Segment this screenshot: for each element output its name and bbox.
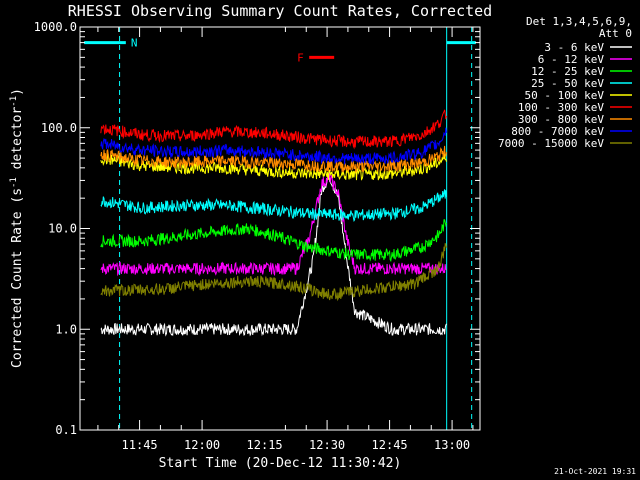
series-line-0 <box>100 172 447 337</box>
series-line-7 <box>100 127 447 165</box>
y-tick-label-4: 1000.0 <box>34 20 77 34</box>
legend-label-6: 300 - 800 keV <box>518 113 604 126</box>
x-tick-label-3: 12:30 <box>309 438 345 452</box>
x-axis-ticks: 11:45 12:00 12:15 12:30 12:45 13:00 <box>97 27 474 452</box>
x-tick-label-4: 12:45 <box>372 438 408 452</box>
x-axis-label: Start Time (20-Dec-12 11:30:42) <box>159 456 402 471</box>
series-line-3 <box>100 189 447 222</box>
legend-label-4: 50 - 100 keV <box>525 89 605 102</box>
legend-label-2: 12 - 25 keV <box>531 65 604 78</box>
x-tick-label-1: 12:00 <box>184 438 220 452</box>
x-tick-label-2: 12:15 <box>247 438 283 452</box>
y-label-part-2: detector <box>10 107 25 178</box>
annotation-bars: NF <box>84 37 476 64</box>
series-line-2 <box>100 219 447 263</box>
y-axis-ticks: 0.1 1.0 10.0 100.0 1000.0 <box>34 20 480 437</box>
legend-label-1: 6 - 12 keV <box>538 53 605 66</box>
plot-frame <box>79 26 481 431</box>
legend-label-3: 25 - 50 keV <box>531 77 604 90</box>
generation-timestamp: 21-Oct-2021 19:31 <box>554 467 636 476</box>
annotation-label-0: N <box>131 37 138 50</box>
time-markers <box>79 27 473 430</box>
x-tick-label-5: 13:00 <box>434 438 470 452</box>
series-line-6 <box>100 145 447 174</box>
series-line-1 <box>100 172 447 277</box>
y-label-sup-2: -1 <box>9 96 19 107</box>
legend-label-5: 100 - 300 keV <box>518 101 604 114</box>
y-tick-label-1: 1.0 <box>55 322 77 336</box>
y-axis-label: Corrected Count Rate (s-1 detector-1) <box>9 88 25 368</box>
y-label-part-3: ) <box>10 88 25 96</box>
legend-label-0: 3 - 6 keV <box>544 41 604 54</box>
series-line-5 <box>100 109 447 150</box>
y-label-sup-1: -1 <box>9 177 19 188</box>
chart-title: RHESSI Observing Summary Count Rates, Co… <box>68 2 492 20</box>
series-line-8 <box>100 242 447 302</box>
y-label-part-1: Corrected Count Rate (s <box>10 188 25 368</box>
y-tick-label-2: 10.0 <box>48 222 77 236</box>
series-lines <box>100 109 447 337</box>
legend-header-attenuator: Att 0 <box>599 27 632 40</box>
legend-label-8: 7000 - 15000 keV <box>498 137 604 150</box>
annotation-label-2: F <box>297 51 304 64</box>
y-tick-label-0: 0.1 <box>55 423 77 437</box>
x-tick-label-0: 11:45 <box>122 438 158 452</box>
y-tick-label-3: 100.0 <box>41 121 77 135</box>
legend-label-7: 800 - 7000 keV <box>511 125 604 138</box>
legend-header-detectors: Det 1,3,4,5,6,9, <box>526 15 632 28</box>
